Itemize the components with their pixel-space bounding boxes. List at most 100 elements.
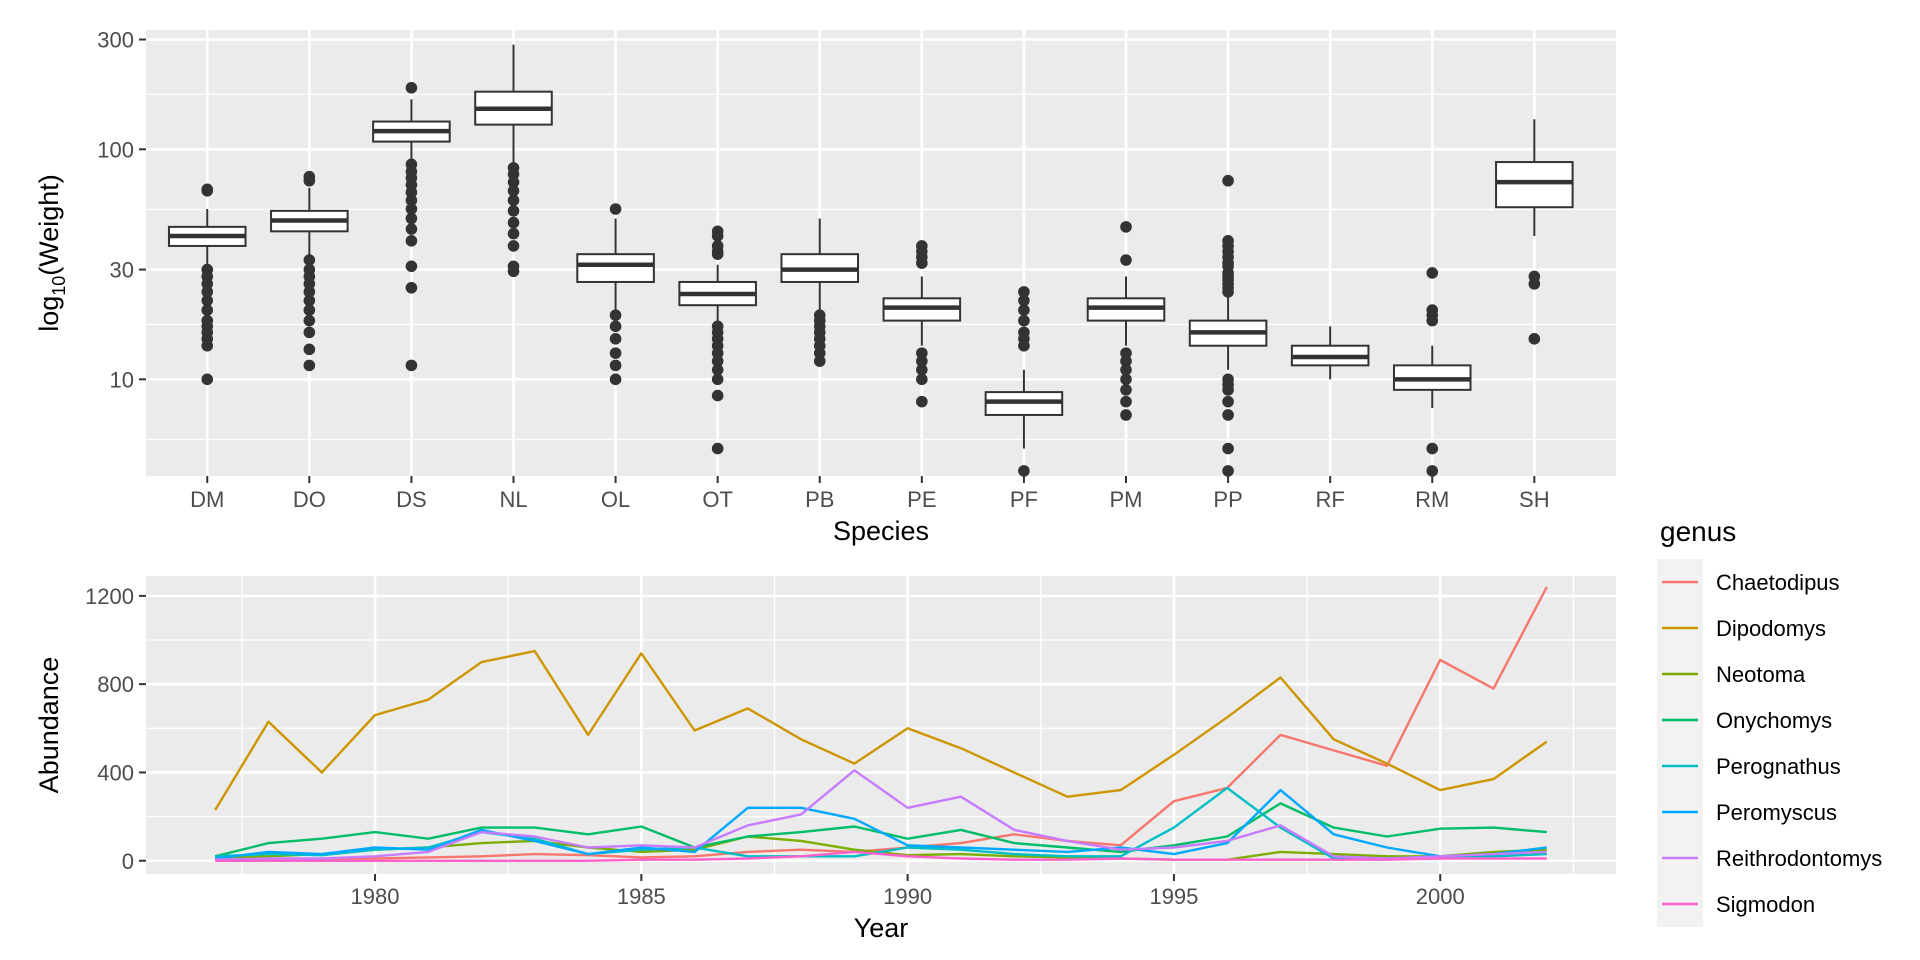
box-outlier-point (1222, 174, 1234, 187)
box-iqr (1495, 161, 1574, 209)
legend-label: Peromyscus (1716, 800, 1837, 825)
legend-label: Onychomys (1716, 708, 1832, 733)
box-pm (1086, 221, 1166, 421)
box-outlier-point (1120, 409, 1132, 421)
box-ol (576, 203, 655, 386)
box-outlier-point (507, 216, 520, 229)
species-tick-label-do: DO (293, 487, 326, 512)
box-outlier-point (201, 304, 214, 316)
box-outlier-point (1018, 465, 1030, 477)
species-tick-label-ot: OT (702, 487, 733, 512)
box-pf (984, 286, 1064, 477)
box-outlier-point (1528, 278, 1541, 290)
box-outlier-point (405, 235, 418, 247)
box-outlier-point (609, 309, 622, 322)
legend-item-onychomys: Onychomys (1657, 697, 1832, 743)
line-series (214, 586, 1548, 862)
species-tick-label-pf: PF (1010, 487, 1038, 512)
box-outlier-point (201, 294, 214, 307)
legend-items: Chaetodipus Dipodomys Neotoma Onychomys Pero… (1657, 559, 1882, 927)
box-outlier-point (1426, 314, 1439, 327)
boxplot-y-tick-label: 10 (110, 367, 134, 392)
box-outlier-point (405, 186, 418, 199)
box-outlier-point (609, 203, 622, 215)
box-outlier-point (609, 347, 622, 359)
box-outlier-point (813, 347, 826, 359)
box-outlier-point (201, 183, 214, 196)
box-outlier-point (303, 286, 316, 298)
legend: genus Chaetodipus Dipodomys Neotoma Onychom… (1657, 516, 1882, 927)
box-outlier-point (813, 355, 826, 367)
box-outlier-point (1528, 333, 1541, 345)
box-outlier-point (1222, 465, 1234, 477)
species-tick-label-pm: PM (1110, 487, 1143, 512)
species-tick-label-pe: PE (907, 487, 936, 512)
series-line-chaetodipus (215, 586, 1548, 862)
box-outlier-point (303, 304, 316, 316)
legend-item-reithrodontomys: Reithrodontomys (1657, 835, 1882, 881)
box-outlier-point (609, 359, 622, 372)
line-panel-background (146, 576, 1616, 874)
box-outlier-point (1018, 314, 1030, 327)
box-outlier-point (303, 314, 316, 327)
legend-item-perognathus: Perognathus (1657, 743, 1841, 789)
box-outlier-point (1222, 286, 1234, 298)
legend-label: Neotoma (1716, 662, 1806, 687)
box-outlier-point (916, 257, 928, 269)
box-outlier-point (1426, 442, 1439, 455)
box-outlier-point (1120, 221, 1132, 233)
box-outlier-point (507, 265, 520, 278)
species-tick-label-ds: DS (396, 487, 427, 512)
line-y-axis-title: Abundance (34, 657, 64, 794)
year-tick-label: 1980 (351, 884, 400, 909)
series-line-peromyscus (215, 788, 1547, 860)
abundance-line-chart: 0 400 800 1200 1980 1985 1990 1995 2000 Year Ab… (34, 576, 1616, 943)
box-rf (1290, 326, 1370, 380)
box-outlier-point (507, 227, 520, 240)
box-outlier-point (609, 333, 622, 345)
box-outlier-point (1222, 409, 1234, 421)
box-outlier-point (1018, 339, 1030, 352)
box-outlier-point (1222, 395, 1234, 408)
box-outlier-point (1120, 395, 1132, 408)
box-outlier-point (405, 223, 418, 235)
box-outlier-point (405, 359, 418, 372)
box-outlier-point (1222, 384, 1234, 396)
box-outlier-point (916, 355, 928, 367)
box-outlier-point (1018, 294, 1030, 307)
legend-item-chaetodipus: Chaetodipus (1657, 559, 1840, 605)
box-iqr (576, 253, 655, 283)
box-outlier-point (609, 373, 622, 386)
boxplot-x-axis-title: Species (833, 516, 929, 546)
line-gridlines (146, 576, 1616, 874)
box-outlier-point (711, 355, 724, 367)
boxplot-y-axis-title: log10(Weight) (34, 174, 69, 332)
y-axis-title-rest: (Weight) (34, 174, 64, 276)
box-outlier-point (405, 82, 418, 94)
boxplot-y-tick-label: 30 (110, 258, 134, 283)
box-outlier-point (711, 347, 724, 359)
box-outlier-point (1426, 267, 1439, 279)
box-outlier-point (916, 347, 928, 359)
species-tick-label-pp: PP (1213, 487, 1242, 512)
box-rm (1392, 267, 1472, 477)
species-tick-label-rf: RF (1316, 487, 1345, 512)
box-outlier-point (711, 248, 724, 260)
legend-label: Reithrodontomys (1716, 846, 1882, 871)
year-tick-label: 1995 (1149, 884, 1198, 909)
box-pe (882, 240, 962, 408)
box-sh (1495, 119, 1574, 345)
series-line-sigmodon (215, 850, 1547, 862)
box-outlier-point (405, 212, 418, 225)
legend-label: Perognathus (1716, 754, 1841, 779)
boxplot-y-tick-label: 300 (97, 28, 134, 53)
box-outlier-point (1120, 384, 1132, 396)
box-outlier-point (1120, 347, 1132, 359)
legend-item-dipodomys: Dipodomys (1657, 605, 1826, 651)
box-outlier-point (1120, 254, 1132, 266)
box-outlier-point (507, 240, 520, 252)
species-tick-label-rm: RM (1415, 487, 1449, 512)
boxplot-y-ticks: 10 30 100 300 (97, 28, 146, 392)
box-outlier-point (507, 176, 520, 188)
